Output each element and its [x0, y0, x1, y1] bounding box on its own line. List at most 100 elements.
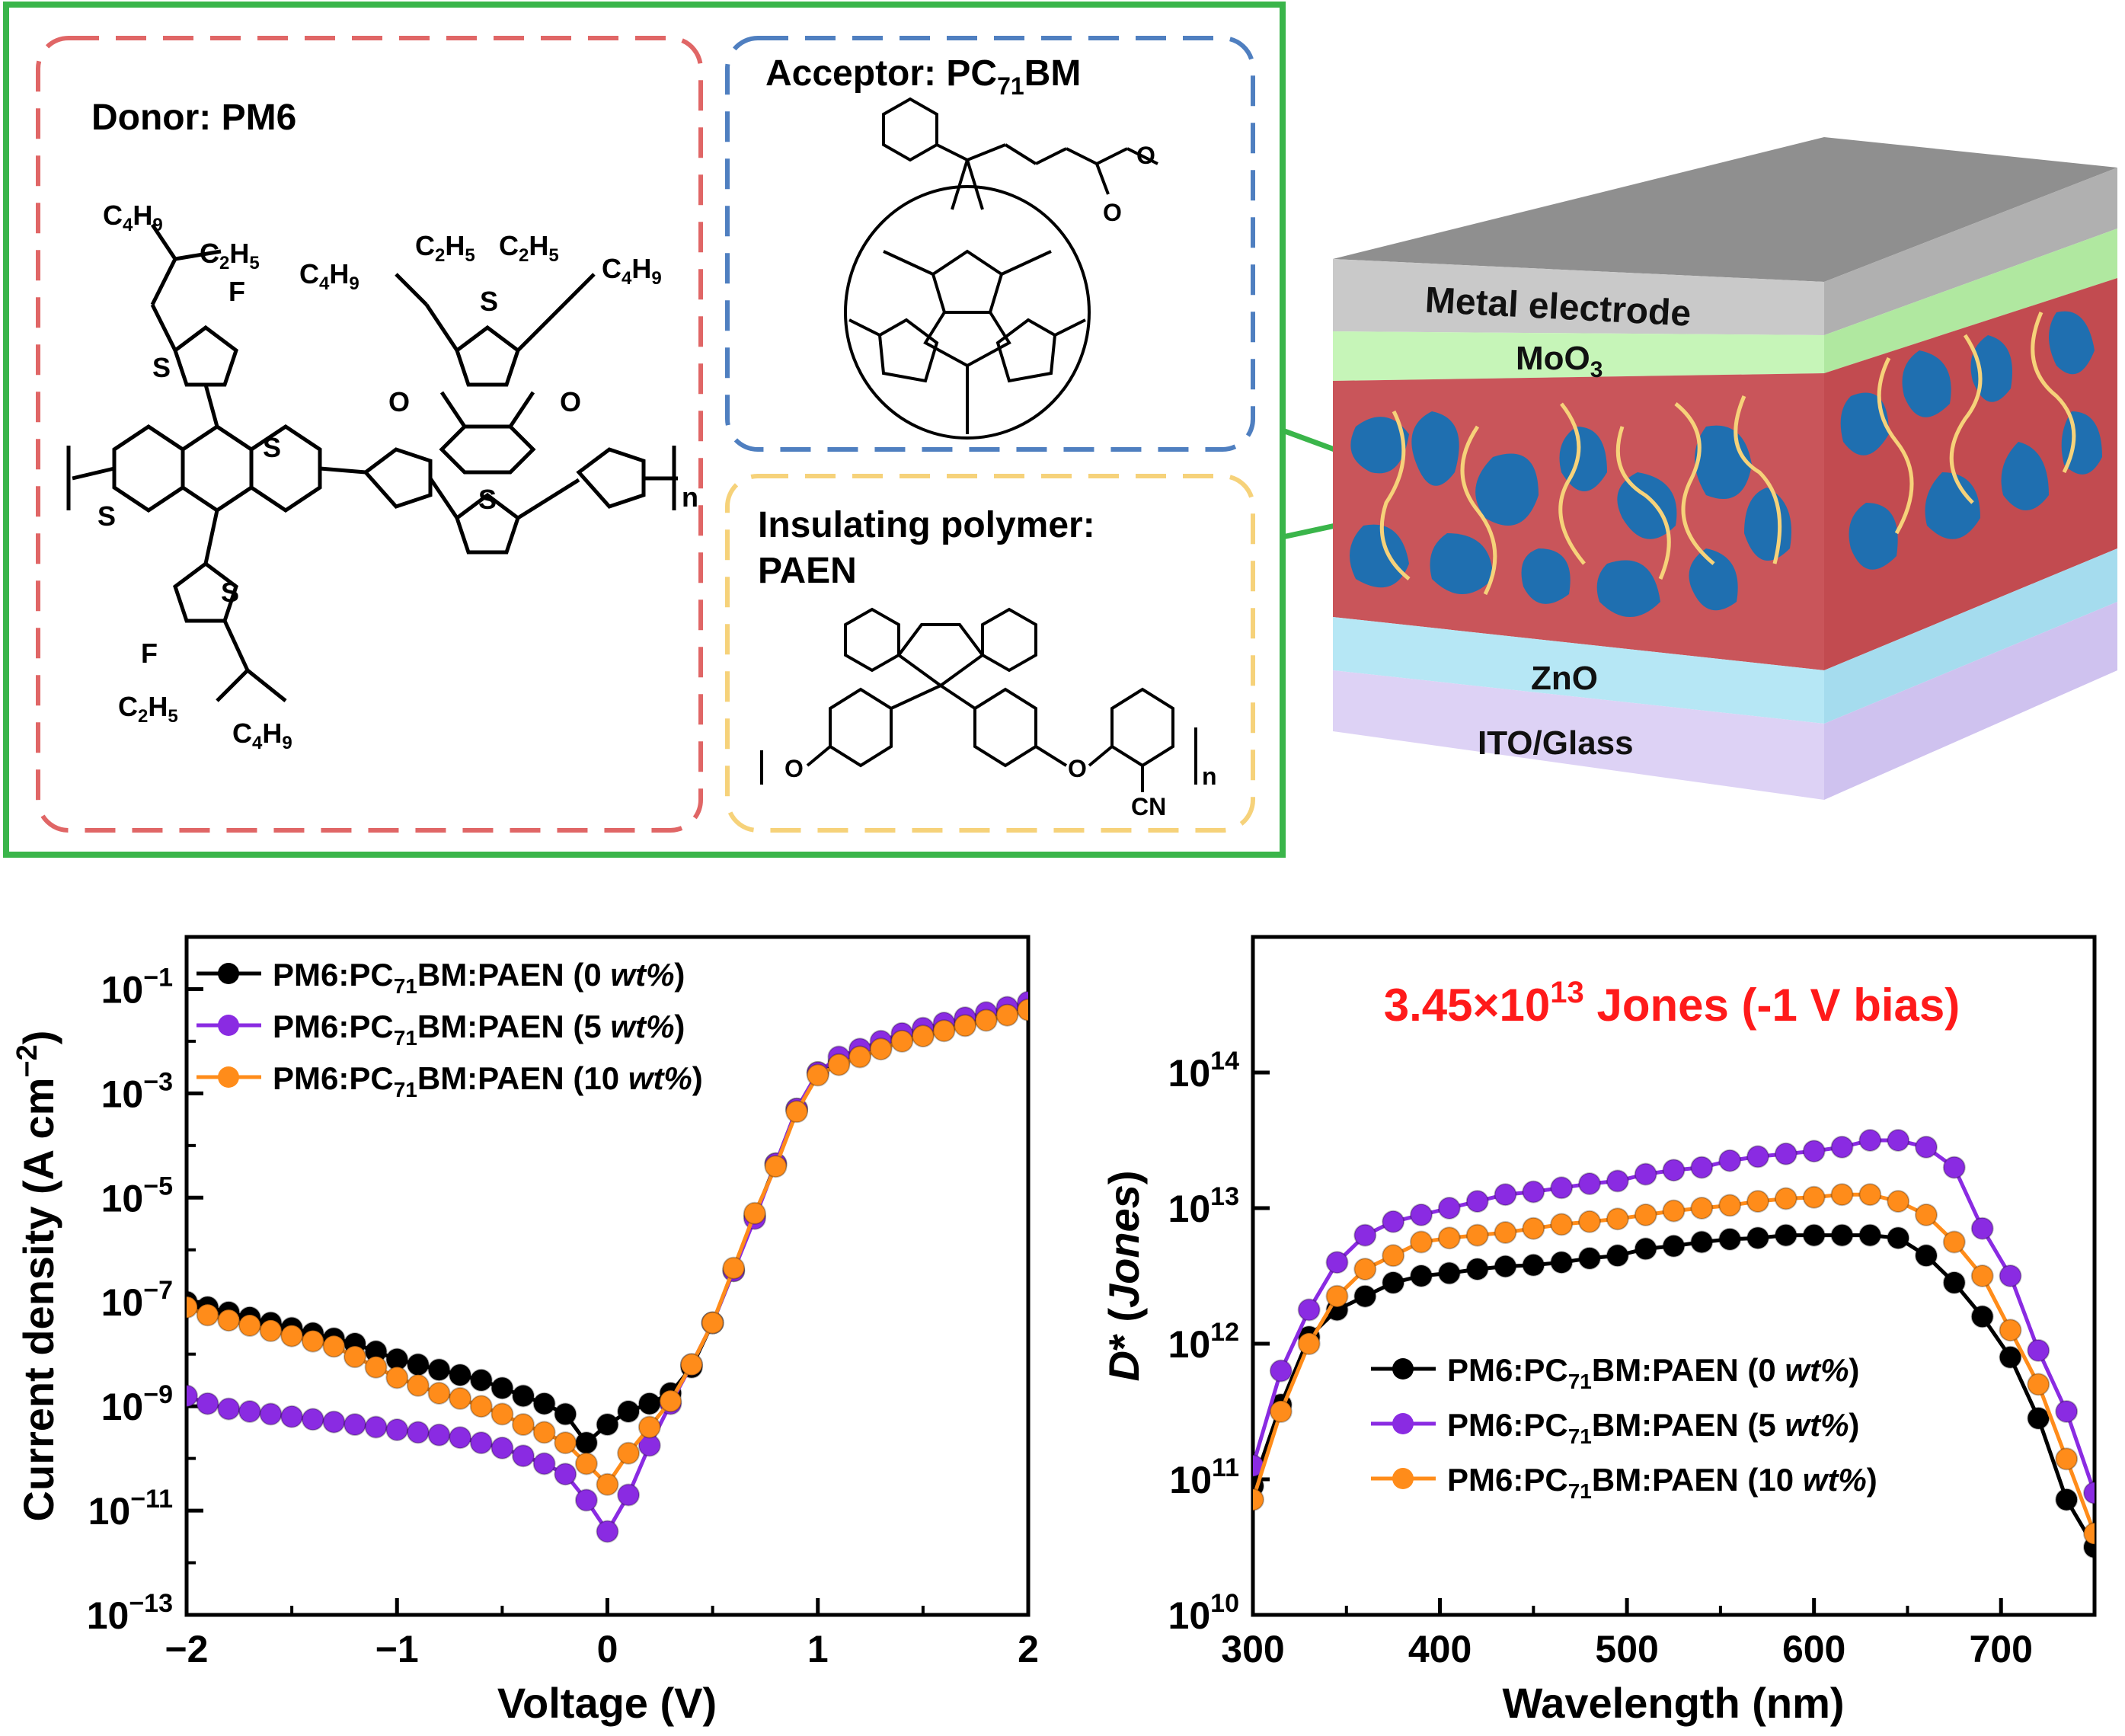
data-point: [1606, 1169, 1629, 1193]
data-point: [238, 1400, 261, 1423]
svg-text:O: O: [388, 386, 410, 417]
x-tick-label: 500: [1595, 1628, 1658, 1670]
x-tick-label: −2: [165, 1628, 208, 1670]
svg-text:C2H5: C2H5: [118, 691, 178, 727]
data-point: [1269, 1400, 1293, 1423]
data-point: [1830, 1223, 1854, 1247]
data-point: [2055, 1447, 2079, 1471]
data-point: [1970, 1305, 1994, 1328]
dstar-legend: PM6:PC71BM:PAEN (0 wt%) PM6:PC71BM:PAEN (…: [1371, 1352, 1877, 1503]
data-point: [1690, 1197, 1714, 1220]
data-point: [1718, 1149, 1742, 1172]
data-point: [259, 1319, 283, 1342]
dstar-annotation: 3.45×1013 Jones (-1 V bias): [1384, 976, 1960, 1031]
data-point: [1999, 1345, 2022, 1369]
data-point: [680, 1353, 703, 1376]
data-point: [1662, 1199, 1686, 1223]
svg-text:O: O: [560, 386, 581, 417]
data-point: [1746, 1190, 1769, 1213]
data-point: [449, 1364, 472, 1387]
legend-marker: [1392, 1413, 1414, 1434]
data-point: [427, 1423, 451, 1447]
data-point: [1802, 1185, 1826, 1209]
data-point: [1494, 1183, 1517, 1207]
insulator-fibers: [1379, 312, 2076, 596]
svg-text:S: S: [221, 577, 239, 608]
data-point: [344, 1413, 366, 1437]
insulator-title-1: Insulating polymer:: [758, 505, 1095, 545]
x-tick-label: 700: [1970, 1628, 2033, 1670]
data-point: [1746, 1145, 1769, 1169]
data-point: [596, 1472, 619, 1496]
svg-text:S: S: [480, 286, 498, 317]
data-point: [1915, 1135, 1938, 1159]
outer-green-box: [3, 2, 1286, 858]
data-point: [491, 1436, 514, 1459]
svg-text:C2H5: C2H5: [415, 230, 475, 266]
data-point: [2055, 1488, 2079, 1511]
paen-atom-labels: O O CN n: [784, 755, 1217, 820]
svg-text:CN: CN: [1131, 793, 1166, 820]
donor-box: [36, 36, 703, 833]
metal-front: [1333, 259, 1824, 335]
data-point: [427, 1358, 451, 1382]
data-point: [806, 1063, 829, 1087]
jv-series: [187, 990, 1028, 1543]
svg-text:C4H9: C4H9: [232, 718, 292, 753]
data-point: [554, 1463, 577, 1486]
y-tick-label: 10−5: [101, 1172, 173, 1220]
data-point: [1017, 998, 1028, 1021]
x-tick-label: 0: [597, 1628, 618, 1670]
layer-moo3: MoO3: [1516, 340, 1603, 382]
data-point: [364, 1415, 388, 1439]
data-point: [406, 1353, 430, 1376]
data-point: [1634, 1162, 1657, 1186]
data-point: [512, 1444, 535, 1468]
data-point: [449, 1426, 472, 1450]
data-point: [574, 1488, 598, 1512]
data-point: [1802, 1140, 1826, 1163]
data-point: [1830, 1183, 1854, 1207]
data-point: [469, 1395, 493, 1418]
data-point: [617, 1400, 641, 1423]
data-point: [659, 1389, 682, 1413]
data-point: [322, 1335, 346, 1358]
zno-side: [1824, 548, 2117, 724]
data-point: [743, 1201, 766, 1225]
pm6-structure-drawing: [66, 223, 678, 702]
data-point: [574, 1431, 598, 1455]
data-point: [322, 1410, 346, 1434]
data-point: [1915, 1203, 1938, 1226]
data-point: [196, 1392, 219, 1415]
svg-text:S: S: [478, 484, 497, 515]
data-point: [532, 1452, 556, 1475]
device-stack: Metal electrode MoO3 ZnO ITO/Glass: [1333, 137, 2117, 800]
data-point: [1550, 1251, 1574, 1274]
svg-text:O: O: [1103, 199, 1122, 226]
jv-legend: PM6:PC71BM:PAEN (0 wt%) PM6:PC71BM:PAEN (…: [197, 957, 703, 1101]
y-tick-label: 10−11: [88, 1485, 173, 1533]
data-point: [954, 1014, 977, 1037]
data-point: [187, 1296, 198, 1319]
data-point: [1410, 1203, 1433, 1226]
data-point: [259, 1402, 283, 1426]
dstar-x-label: Wavelength (nm): [1502, 1679, 1844, 1727]
zno-front: [1333, 617, 1824, 724]
data-point: [1662, 1234, 1686, 1258]
svg-text:C2H5: C2H5: [200, 238, 260, 273]
insulator-title-2: PAEN: [758, 551, 857, 591]
data-point: [385, 1418, 409, 1441]
data-point: [1942, 1156, 1966, 1179]
data-point: [2083, 1522, 2095, 1546]
y-tick-label: 10−9: [101, 1380, 173, 1428]
metal-side: [1824, 168, 2117, 335]
legend-label: PM6:PC71BM:PAEN (5 wt%): [1447, 1407, 1859, 1448]
svg-text:O: O: [1136, 142, 1155, 169]
data-point: [1494, 1221, 1517, 1244]
data-point: [1830, 1135, 1854, 1159]
data-point: [1915, 1244, 1938, 1268]
dstar-y-label: D* (Jones): [1100, 1171, 1148, 1382]
data-point: [638, 1415, 661, 1439]
data-point: [406, 1373, 430, 1397]
data-point: [1410, 1264, 1433, 1287]
